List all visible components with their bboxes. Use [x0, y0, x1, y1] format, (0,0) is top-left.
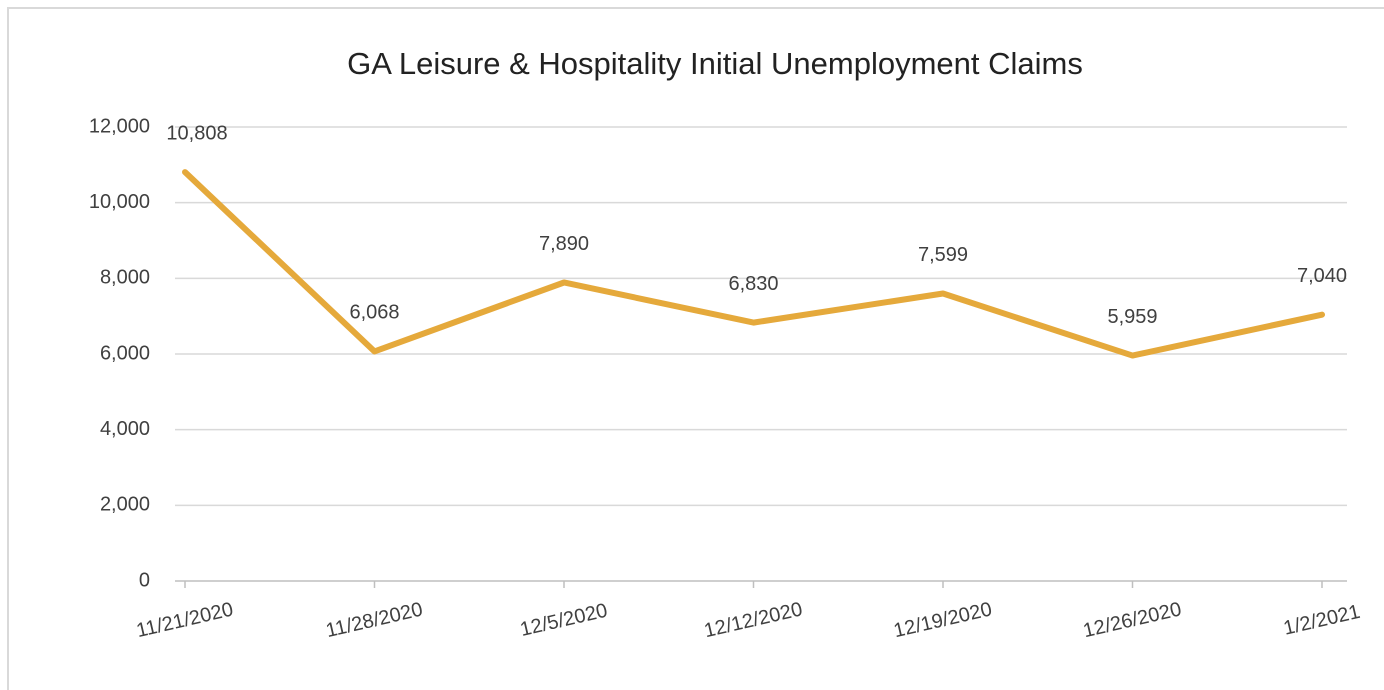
data-label: 6,068: [349, 302, 399, 324]
data-label: 7,040: [1297, 265, 1347, 287]
data-label: 10,808: [166, 122, 227, 144]
y-tick-label: 8,000: [100, 267, 150, 289]
data-label: 7,890: [539, 233, 589, 255]
chart-border: [7, 7, 1384, 690]
data-label: 6,830: [728, 273, 778, 295]
y-tick-label: 4,000: [100, 418, 150, 440]
chart-title: GA Leisure & Hospitality Initial Unemplo…: [347, 46, 1083, 81]
y-tick-label: 6,000: [100, 342, 150, 364]
y-tick-label: 10,000: [89, 191, 150, 213]
data-label: 7,599: [918, 244, 968, 266]
y-tick-label: 12,000: [89, 115, 150, 137]
data-label: 5,959: [1107, 306, 1157, 328]
line: [182, 169, 1325, 359]
y-tick-label: 2,000: [100, 494, 150, 516]
y-tick-label: 0: [139, 569, 150, 591]
